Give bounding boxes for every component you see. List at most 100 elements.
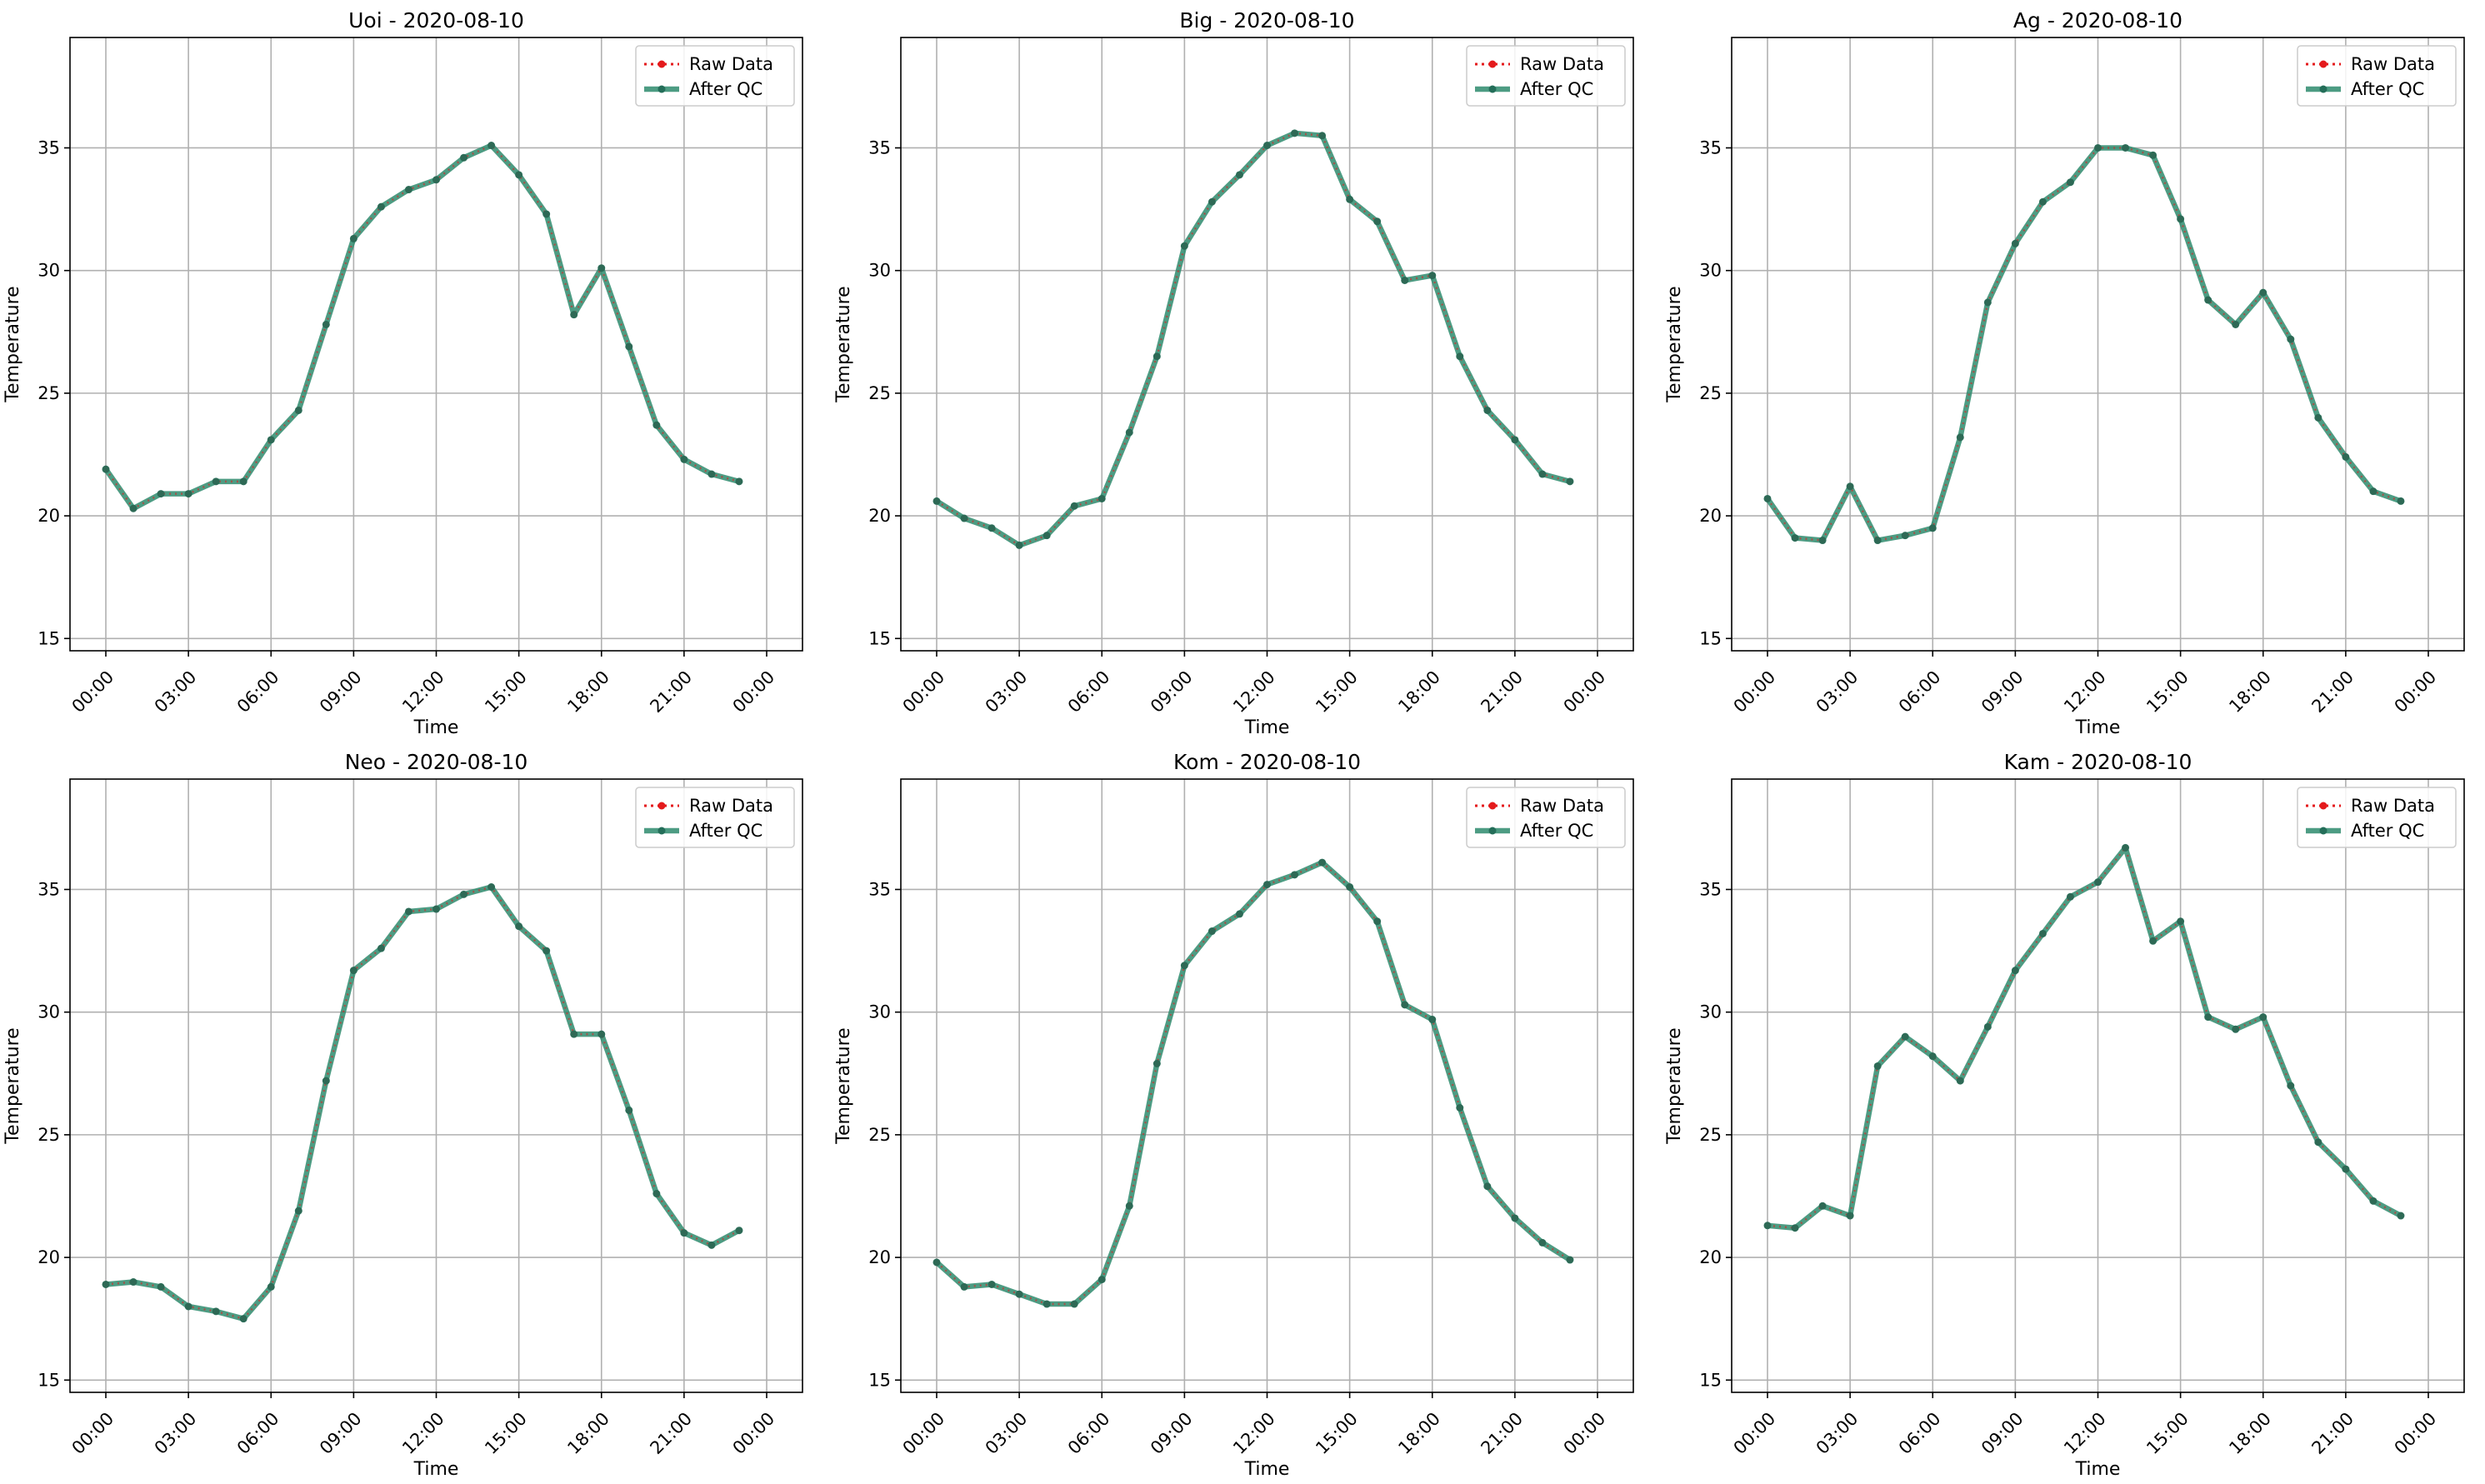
after-qc-point [1235, 171, 1243, 179]
x-tick-label: 03:00 [982, 1408, 1032, 1458]
subplot-title: Ag - 2020-08-10 [2013, 8, 2182, 32]
after-qc-point [960, 1282, 968, 1291]
after-qc-point [1901, 532, 1909, 540]
after-qc-point [1763, 494, 1772, 502]
x-tick-label: 21:00 [2308, 667, 2358, 717]
y-tick-label: 20 [868, 1247, 891, 1267]
after-qc-point [1456, 1103, 1464, 1112]
x-tick-label: 00:00 [1560, 1408, 1610, 1458]
after-qc-point [1346, 195, 1354, 203]
series-line-raw-data [1767, 845, 2402, 1230]
x-tick-label: 06:00 [233, 1408, 283, 1458]
after-qc-point [625, 1106, 633, 1114]
x-tick-label: 12:00 [398, 667, 448, 717]
after-qc-point [2342, 452, 2350, 461]
after-qc-point [708, 470, 716, 478]
after-qc-point [488, 883, 496, 892]
after-qc-point [1098, 1276, 1106, 1284]
after-qc-point [988, 1280, 996, 1288]
y-tick-label: 25 [38, 383, 60, 403]
after-qc-point [2342, 1165, 2350, 1173]
y-tick-label: 30 [1699, 1002, 1722, 1022]
after-qc-point [570, 311, 578, 319]
y-tick-label: 20 [1699, 506, 1722, 526]
after-qc-point [570, 1030, 578, 1038]
x-tick-label: 00:00 [1560, 667, 1610, 717]
x-tick-label: 18:00 [1394, 1408, 1444, 1458]
after-qc-point [598, 1030, 606, 1038]
after-qc-point [1538, 1238, 1547, 1247]
after-qc-point [1015, 1290, 1023, 1298]
after-qc-point [267, 1282, 275, 1291]
x-tick-label: 12:00 [398, 1408, 448, 1458]
series-line-after-qc [1765, 145, 2402, 543]
legend-qc-label: After QC [1520, 821, 1593, 841]
x-tick-label: 03:00 [151, 667, 201, 717]
after-qc-point [460, 890, 468, 898]
after-qc-point [377, 202, 385, 211]
x-tick-label: 12:00 [2060, 1408, 2110, 1458]
x-tick-label: 00:00 [899, 1408, 949, 1458]
after-qc-point [432, 905, 440, 913]
after-qc-point [1070, 1300, 1078, 1308]
after-qc-point [1125, 1202, 1133, 1210]
series-line-raw-data [936, 861, 1571, 1306]
after-qc-point [2011, 967, 2019, 975]
after-qc-point [1428, 272, 1437, 280]
x-tick-label: 15:00 [481, 1408, 531, 1458]
y-axis-label: Temperature [833, 286, 854, 402]
after-qc-point [2038, 929, 2047, 937]
y-tick-label: 30 [38, 1002, 60, 1022]
x-tick-label: 18:00 [2225, 1408, 2275, 1458]
after-qc-point [1180, 242, 1188, 250]
x-tick-label: 03:00 [151, 1408, 201, 1458]
y-tick-label: 15 [868, 628, 891, 648]
y-tick-label: 35 [1699, 137, 1722, 157]
after-qc-point [1042, 532, 1051, 540]
y-tick-label: 15 [38, 1370, 60, 1390]
x-tick-label: 06:00 [1064, 667, 1114, 717]
series-line-raw-data [104, 144, 740, 510]
after-qc-point [2314, 1138, 2322, 1147]
after-qc-point [294, 406, 302, 414]
after-qc-point [1456, 352, 1464, 361]
legend: Raw Data After QC [2297, 45, 2457, 107]
after-qc-point [1818, 537, 1827, 545]
series-line-after-qc [934, 859, 1572, 1307]
after-qc-point [2094, 143, 2102, 152]
after-qc-point [1566, 477, 1574, 486]
x-tick-label: 06:00 [1895, 667, 1945, 717]
y-tick-label: 25 [38, 1125, 60, 1145]
after-qc-point [1928, 524, 1937, 532]
after-qc-point [1291, 871, 1299, 879]
legend-qc-marker [658, 827, 666, 835]
after-qc-point [1791, 534, 1799, 542]
after-qc-point [349, 967, 358, 975]
x-tick-label: 06:00 [1895, 1408, 1945, 1458]
after-qc-point [2011, 239, 2019, 247]
x-tick-label: 15:00 [2142, 1408, 2192, 1458]
after-qc-point [2122, 143, 2130, 152]
after-qc-point [680, 1229, 688, 1237]
legend-raw-marker [1488, 60, 1497, 68]
x-tick-label: 12:00 [1229, 667, 1279, 717]
legend-raw-label: Raw Data [1520, 54, 1604, 74]
after-qc-point [598, 264, 606, 272]
after-qc-point [1511, 1214, 1519, 1222]
after-qc-point [1901, 1032, 1909, 1041]
legend-raw-marker [2319, 60, 2328, 68]
after-qc-point [932, 1258, 941, 1267]
after-qc-point [2177, 215, 2185, 223]
subplot-title: Uoi - 2020-08-10 [348, 8, 524, 32]
after-qc-point [2232, 320, 2240, 328]
after-qc-point [294, 1207, 302, 1215]
x-tick-label: 06:00 [233, 667, 283, 717]
after-qc-point [625, 342, 633, 351]
legend-qc-label: After QC [2351, 821, 2424, 841]
after-qc-point [680, 455, 688, 463]
subplot-4: 00:00 03:00 06:00 09:00 12:00 15:00 18:00 21:00… [2, 750, 803, 1480]
after-qc-point [542, 947, 551, 955]
y-tick-label: 15 [38, 628, 60, 648]
x-tick-label: 18:00 [563, 667, 613, 717]
